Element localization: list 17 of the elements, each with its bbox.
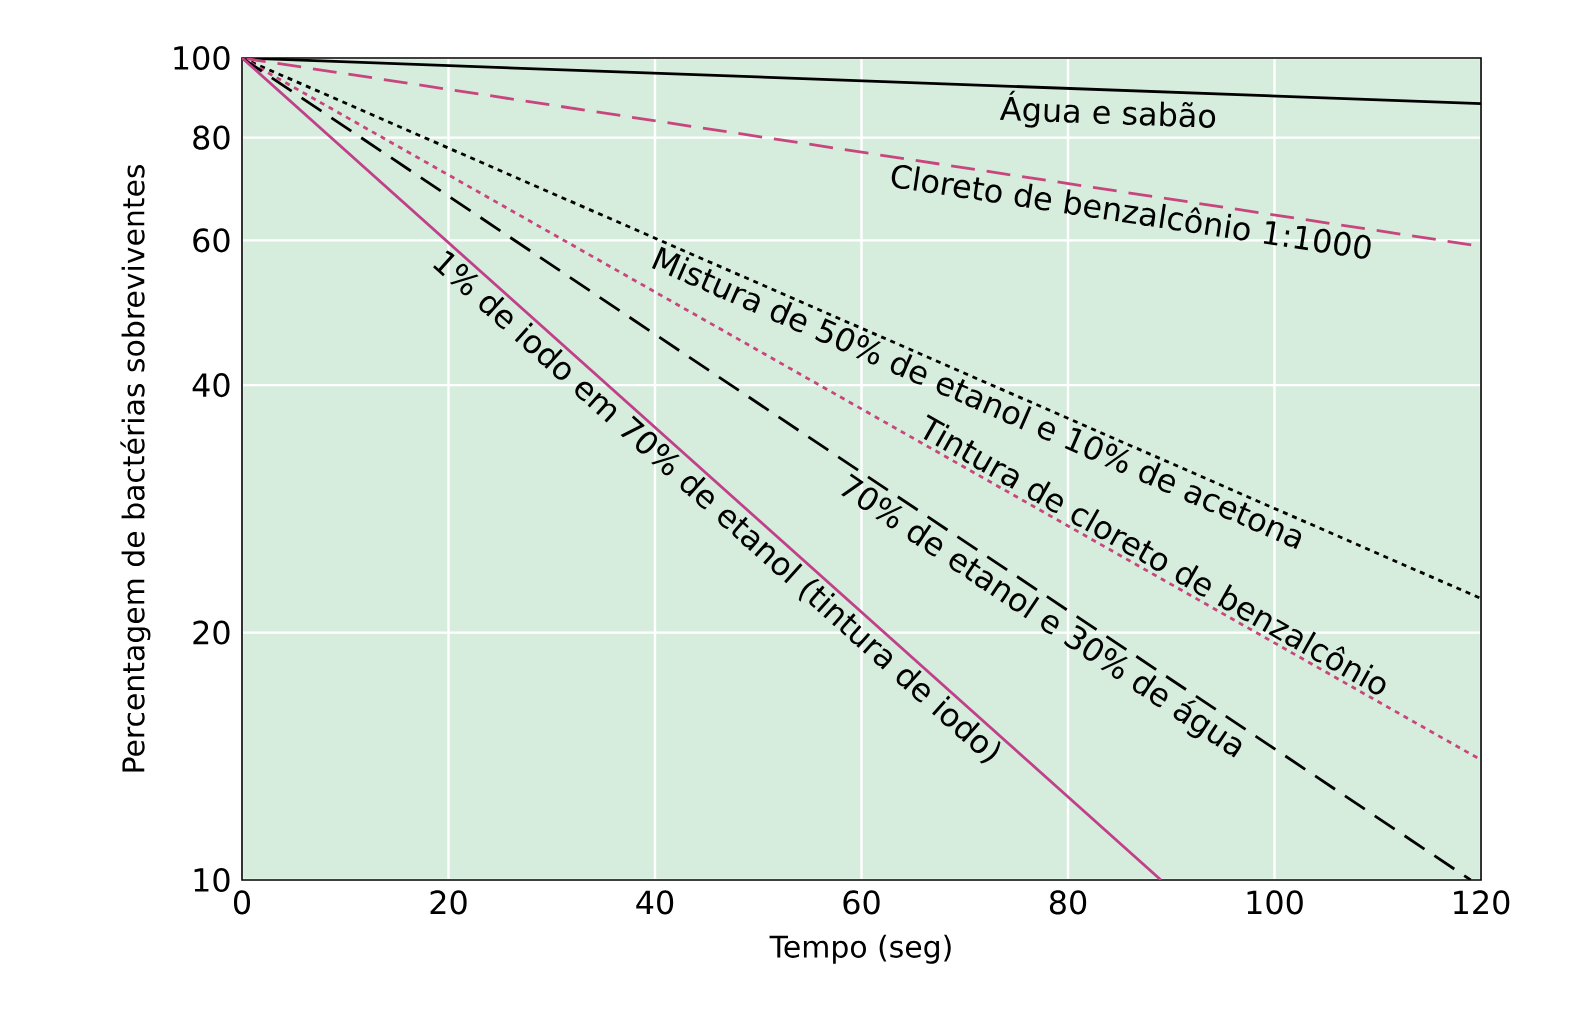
y-tick-label: 10 bbox=[194, 867, 230, 893]
x-tick-label: 40 bbox=[636, 890, 674, 915]
series-label: Água e sabão bbox=[999, 90, 1216, 128]
x-axis-title: Tempo (seg) bbox=[769, 934, 951, 964]
x-tick-label: 0 bbox=[233, 890, 251, 915]
x-tick-label: 120 bbox=[1454, 890, 1510, 915]
y-tick-label: 40 bbox=[192, 373, 230, 398]
x-tick-label: 20 bbox=[430, 890, 467, 915]
y-tick-label: 60 bbox=[193, 228, 230, 253]
x-tick-label: 80 bbox=[1049, 890, 1087, 915]
x-tick-label: 60 bbox=[843, 890, 880, 915]
text: Cloreto de benzalcônio 1:1000 bbox=[891, 164, 1371, 259]
y-axis-title: Percentagem de bactérias sobreviventes bbox=[120, 164, 151, 772]
y-tick-label: 80 bbox=[193, 125, 230, 150]
y-tick-label: 100 bbox=[174, 45, 230, 71]
x-tick-label: 100 bbox=[1247, 890, 1303, 915]
y-tick-label: 20 bbox=[193, 620, 230, 645]
